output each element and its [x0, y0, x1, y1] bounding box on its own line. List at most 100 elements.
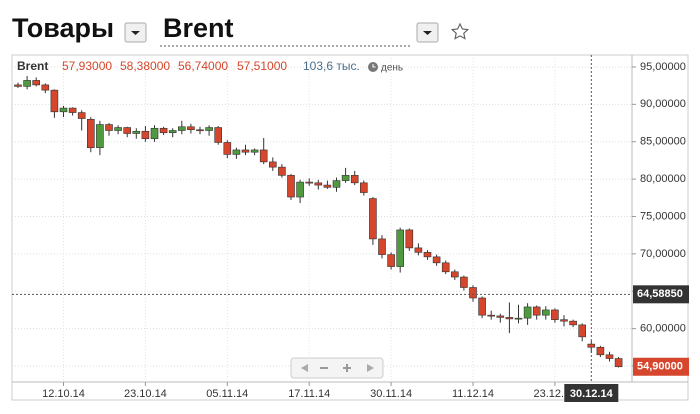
- candle-body: [268, 161, 277, 168]
- crosshair-date: 30.12.14: [570, 388, 614, 400]
- candle-body: [405, 229, 414, 249]
- y-tick-label: 90,00000: [640, 98, 686, 110]
- legend-period: день: [381, 63, 403, 74]
- candle-body: [205, 127, 213, 131]
- legend-high: 58,38000: [120, 59, 170, 73]
- scroll-right[interactable]: [367, 364, 374, 372]
- candle-body: [150, 127, 159, 140]
- candle-body: [450, 271, 459, 278]
- candle-body: [378, 238, 386, 255]
- candle-body: [578, 324, 587, 338]
- chart-frame: [11, 54, 689, 401]
- candle-body: [114, 127, 122, 131]
- crosshair-price-box: [633, 285, 689, 304]
- legend-close: 57,51000: [237, 59, 287, 73]
- candle-body: [514, 317, 523, 320]
- candle-body: [241, 149, 250, 153]
- candle-body: [59, 107, 68, 113]
- zoom-in[interactable]: [343, 364, 351, 372]
- x-tick-label: 11.12.14: [452, 388, 494, 400]
- candle-body: [23, 80, 31, 87]
- candle-body: [77, 112, 86, 119]
- candle-body: [332, 180, 341, 188]
- candle-body: [460, 276, 468, 288]
- candle-body: [541, 309, 550, 316]
- candle-body: [614, 358, 623, 368]
- category-dropdown[interactable]: [124, 22, 147, 43]
- y-tick-label: 95,00000: [640, 61, 686, 73]
- scroll-left[interactable]: [301, 364, 308, 372]
- candle-body: [278, 166, 286, 176]
- candle-body: [423, 252, 432, 258]
- candle-body: [396, 229, 405, 267]
- candle-body: [323, 184, 332, 188]
- last-price-box: [633, 357, 689, 376]
- x-tick-label: 30.11.14: [370, 388, 412, 400]
- candle-body: [487, 314, 496, 317]
- candle-body: [196, 129, 204, 132]
- category-title: Товары: [12, 13, 114, 43]
- candle-body: [414, 247, 423, 253]
- candle-body: [350, 175, 359, 184]
- crosshair-date-box: [564, 384, 619, 402]
- x-tick-label: 12.10.14: [42, 388, 85, 400]
- candle-body: [159, 127, 168, 134]
- candle-body: [132, 130, 141, 134]
- candle-body: [605, 354, 614, 359]
- y-tick-label: 80,00000: [640, 173, 686, 185]
- candle-body: [141, 130, 150, 140]
- zoom-controls: [290, 357, 384, 379]
- x-tick-label: 17.11.14: [288, 388, 330, 400]
- candle-body: [496, 315, 505, 318]
- candle-body: [259, 149, 268, 163]
- legend-low: 56,74000: [178, 59, 228, 73]
- legend: Brent 57,93000 58,38000 56,74000 57,5100…: [17, 59, 403, 73]
- legend-open: 57,93000: [62, 59, 112, 73]
- candle-body: [369, 198, 377, 240]
- candle-body: [232, 149, 241, 155]
- candle-body: [168, 130, 177, 134]
- crosshair-price: 64,58850: [637, 288, 683, 300]
- candle-body: [305, 181, 314, 184]
- candle-body: [469, 287, 477, 299]
- candle-body: [478, 297, 486, 316]
- candle-body: [68, 107, 77, 113]
- legend-symbol: Brent: [17, 59, 48, 73]
- candle-body: [187, 126, 195, 131]
- y-tick-label: 75,00000: [640, 210, 686, 222]
- legend-volume: 103,6 тыс.: [303, 59, 360, 73]
- candle-body: [523, 306, 532, 319]
- candle-body: [532, 306, 541, 316]
- candle-body: [387, 254, 395, 267]
- y-tick-label: 60,00000: [640, 323, 686, 335]
- candle-body: [560, 319, 568, 322]
- candle-body: [569, 320, 577, 326]
- candle-body: [341, 175, 350, 181]
- instrument-title: Brent: [163, 13, 234, 43]
- candle-body: [105, 124, 113, 131]
- y-tick-label: 70,00000: [640, 248, 686, 260]
- last-price: 54,90000: [637, 361, 683, 373]
- candle-body: [441, 262, 450, 273]
- candle-body: [96, 124, 104, 149]
- candle-body: [296, 181, 304, 198]
- candle-body: [50, 89, 59, 113]
- clock-hands: [372, 64, 376, 68]
- candle-body: [178, 126, 186, 131]
- candle-body: [359, 182, 368, 193]
- candle-body: [41, 84, 50, 91]
- x-tick-label: 05.11.14: [206, 388, 248, 400]
- candle-body: [123, 127, 131, 134]
- favorite-star[interactable]: [450, 22, 470, 40]
- instrument-dropdown[interactable]: [416, 22, 439, 43]
- plot: 55,0000060,0000065,0000070,0000075,00000…: [12, 55, 689, 402]
- y-tick-label: 85,00000: [640, 136, 686, 148]
- candle-body: [432, 256, 441, 264]
- candle-body: [214, 127, 222, 143]
- candle-body: [223, 142, 232, 155]
- candle-body: [87, 118, 95, 149]
- candle-body: [596, 346, 605, 356]
- candle-body: [505, 317, 514, 320]
